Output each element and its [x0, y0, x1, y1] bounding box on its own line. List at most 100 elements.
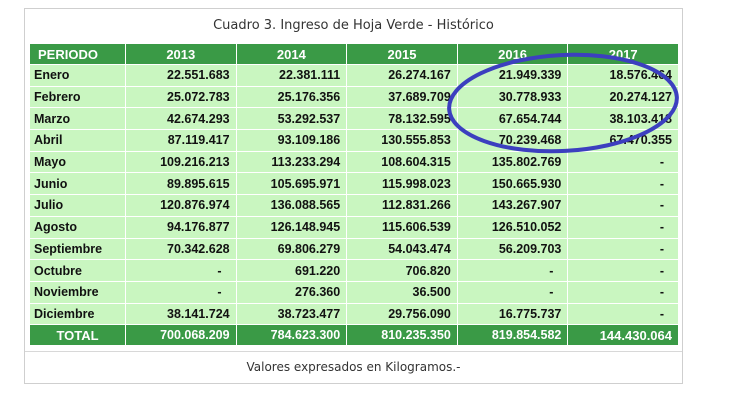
value-cell: 67.654.744: [456, 107, 569, 131]
value-cell: 30.778.933: [456, 85, 569, 109]
value-cell: 21.949.339: [456, 64, 569, 87]
value-cell: 25.176.356: [235, 85, 348, 109]
month-label: Agosto: [29, 215, 126, 239]
data-table: PERIODO 2013 2014 2015 2016 2017 Enero 22…: [29, 43, 679, 347]
value-cell: 143.267.907: [456, 194, 569, 217]
table-row: Enero 22.551.683 22.381.111 26.274.167 21.94…: [29, 64, 679, 87]
value-cell: 36.500: [346, 280, 458, 304]
header-row: PERIODO 2013 2014 2015 2016 2017: [29, 43, 679, 65]
month-label: Febrero: [29, 85, 126, 109]
value-cell: -: [456, 259, 569, 282]
table-frame: Cuadro 3. Ingreso de Hoja Verde - Histór…: [24, 8, 683, 384]
value-cell: 29.756.090: [346, 302, 458, 326]
header-periodo: PERIODO: [29, 43, 126, 65]
value-cell: 38.723.477: [235, 302, 348, 326]
table-row: Febrero 25.072.783 25.176.356 37.689.709 30.…: [29, 85, 679, 109]
value-cell: -: [125, 259, 237, 282]
table-caption: Cuadro 3. Ingreso de Hoja Verde - Histór…: [213, 17, 494, 33]
header-year: 2013: [125, 43, 237, 65]
total-cell: 784.623.300: [235, 324, 348, 347]
value-cell: 37.689.709: [346, 85, 458, 109]
value-cell: 78.132.595: [346, 107, 458, 131]
value-cell: 87.119.417: [125, 129, 237, 152]
table-row: Septiembre 70.342.628 69.806.279 54.043.474…: [29, 237, 679, 261]
value-cell: 113.233.294: [235, 150, 348, 174]
month-label: Octubre: [29, 259, 126, 282]
value-cell: 20.274.127: [567, 85, 679, 109]
month-label: Enero: [29, 64, 126, 87]
value-cell: 70.342.628: [125, 237, 237, 261]
header-year: 2014: [235, 43, 348, 65]
value-cell: 126.148.945: [235, 215, 348, 239]
value-cell: 93.109.186: [235, 129, 348, 152]
value-cell: 136.088.565: [235, 194, 348, 217]
value-cell: 112.831.266: [346, 194, 458, 217]
table-row: Julio 120.876.974 136.088.565 112.831.266 14…: [29, 194, 679, 217]
month-label: Noviembre: [29, 280, 126, 304]
value-cell: 130.555.853: [346, 129, 458, 152]
total-cell: 810.235.350: [346, 324, 458, 347]
value-cell: 26.274.167: [346, 64, 458, 87]
value-cell: -: [567, 150, 679, 174]
value-cell: -: [567, 259, 679, 282]
value-cell: 150.665.930: [456, 172, 569, 196]
value-cell: 22.381.111: [235, 64, 348, 87]
value-cell: -: [567, 172, 679, 196]
value-cell: 67.470.355: [567, 129, 679, 152]
header-year: 2015: [346, 43, 458, 65]
value-cell: 54.043.474: [346, 237, 458, 261]
value-cell: 89.895.615: [125, 172, 237, 196]
value-cell: -: [567, 302, 679, 326]
month-label: Junio: [29, 172, 126, 196]
value-cell: 276.360: [235, 280, 348, 304]
value-cell: 105.695.971: [235, 172, 348, 196]
month-label: Septiembre: [29, 237, 126, 261]
total-cell: 819.854.582: [456, 324, 569, 347]
month-label: Diciembre: [29, 302, 126, 326]
value-cell: 706.820: [346, 259, 458, 282]
value-cell: 42.674.293: [125, 107, 237, 131]
total-row: TOTAL 700.068.209 784.623.300 810.235.35…: [29, 324, 679, 347]
table-row: Diciembre 38.141.724 38.723.477 29.756.090 1…: [29, 302, 679, 326]
table-row: Junio 89.895.615 105.695.971 115.998.023 150…: [29, 172, 679, 196]
month-label: Mayo: [29, 150, 126, 174]
value-cell: 126.510.052: [456, 215, 569, 239]
value-cell: 25.072.783: [125, 85, 237, 109]
table-row: Noviembre -276.360 36.500- -: [29, 280, 679, 304]
value-cell: 135.802.769: [456, 150, 569, 174]
value-cell: 108.604.315: [346, 150, 458, 174]
value-cell: -: [456, 280, 569, 304]
header-year: 2017: [567, 43, 679, 65]
value-cell: 109.216.213: [125, 150, 237, 174]
value-cell: 691.220: [235, 259, 348, 282]
month-label: Julio: [29, 194, 126, 217]
value-cell: 16.775.737: [456, 302, 569, 326]
value-cell: 18.576.464: [567, 64, 679, 87]
month-label: Marzo: [29, 107, 126, 131]
month-label: Abril: [29, 129, 126, 152]
value-cell: -: [567, 237, 679, 261]
table-row: Marzo 42.674.293 53.292.537 78.132.595 67.65…: [29, 107, 679, 131]
value-cell: 120.876.974: [125, 194, 237, 217]
value-cell: 38.103.418: [567, 107, 679, 131]
value-cell: -: [125, 280, 237, 304]
value-cell: -: [567, 215, 679, 239]
value-cell: 115.606.539: [346, 215, 458, 239]
total-cell: 700.068.209: [125, 324, 237, 347]
table-row: Mayo 109.216.213 113.233.294 108.604.315 135…: [29, 150, 679, 174]
value-cell: -: [567, 280, 679, 304]
value-cell: -: [567, 194, 679, 217]
units-note: Valores expresados en Kilogramos.-: [25, 351, 682, 382]
value-cell: 70.239.468: [456, 129, 569, 152]
value-cell: 94.176.877: [125, 215, 237, 239]
value-cell: 22.551.683: [125, 64, 237, 87]
value-cell: 53.292.537: [235, 107, 348, 131]
total-label: TOTAL: [29, 324, 126, 347]
total-cell: 144.430.064: [567, 324, 679, 347]
header-year: 2016: [456, 43, 569, 65]
table-row: Agosto 94.176.877 126.148.945 115.606.539 12…: [29, 215, 679, 239]
value-cell: 38.141.724: [125, 302, 237, 326]
value-cell: 56.209.703: [456, 237, 569, 261]
value-cell: 69.806.279: [235, 237, 348, 261]
table-row: Octubre -691.220 706.820- -: [29, 259, 679, 282]
